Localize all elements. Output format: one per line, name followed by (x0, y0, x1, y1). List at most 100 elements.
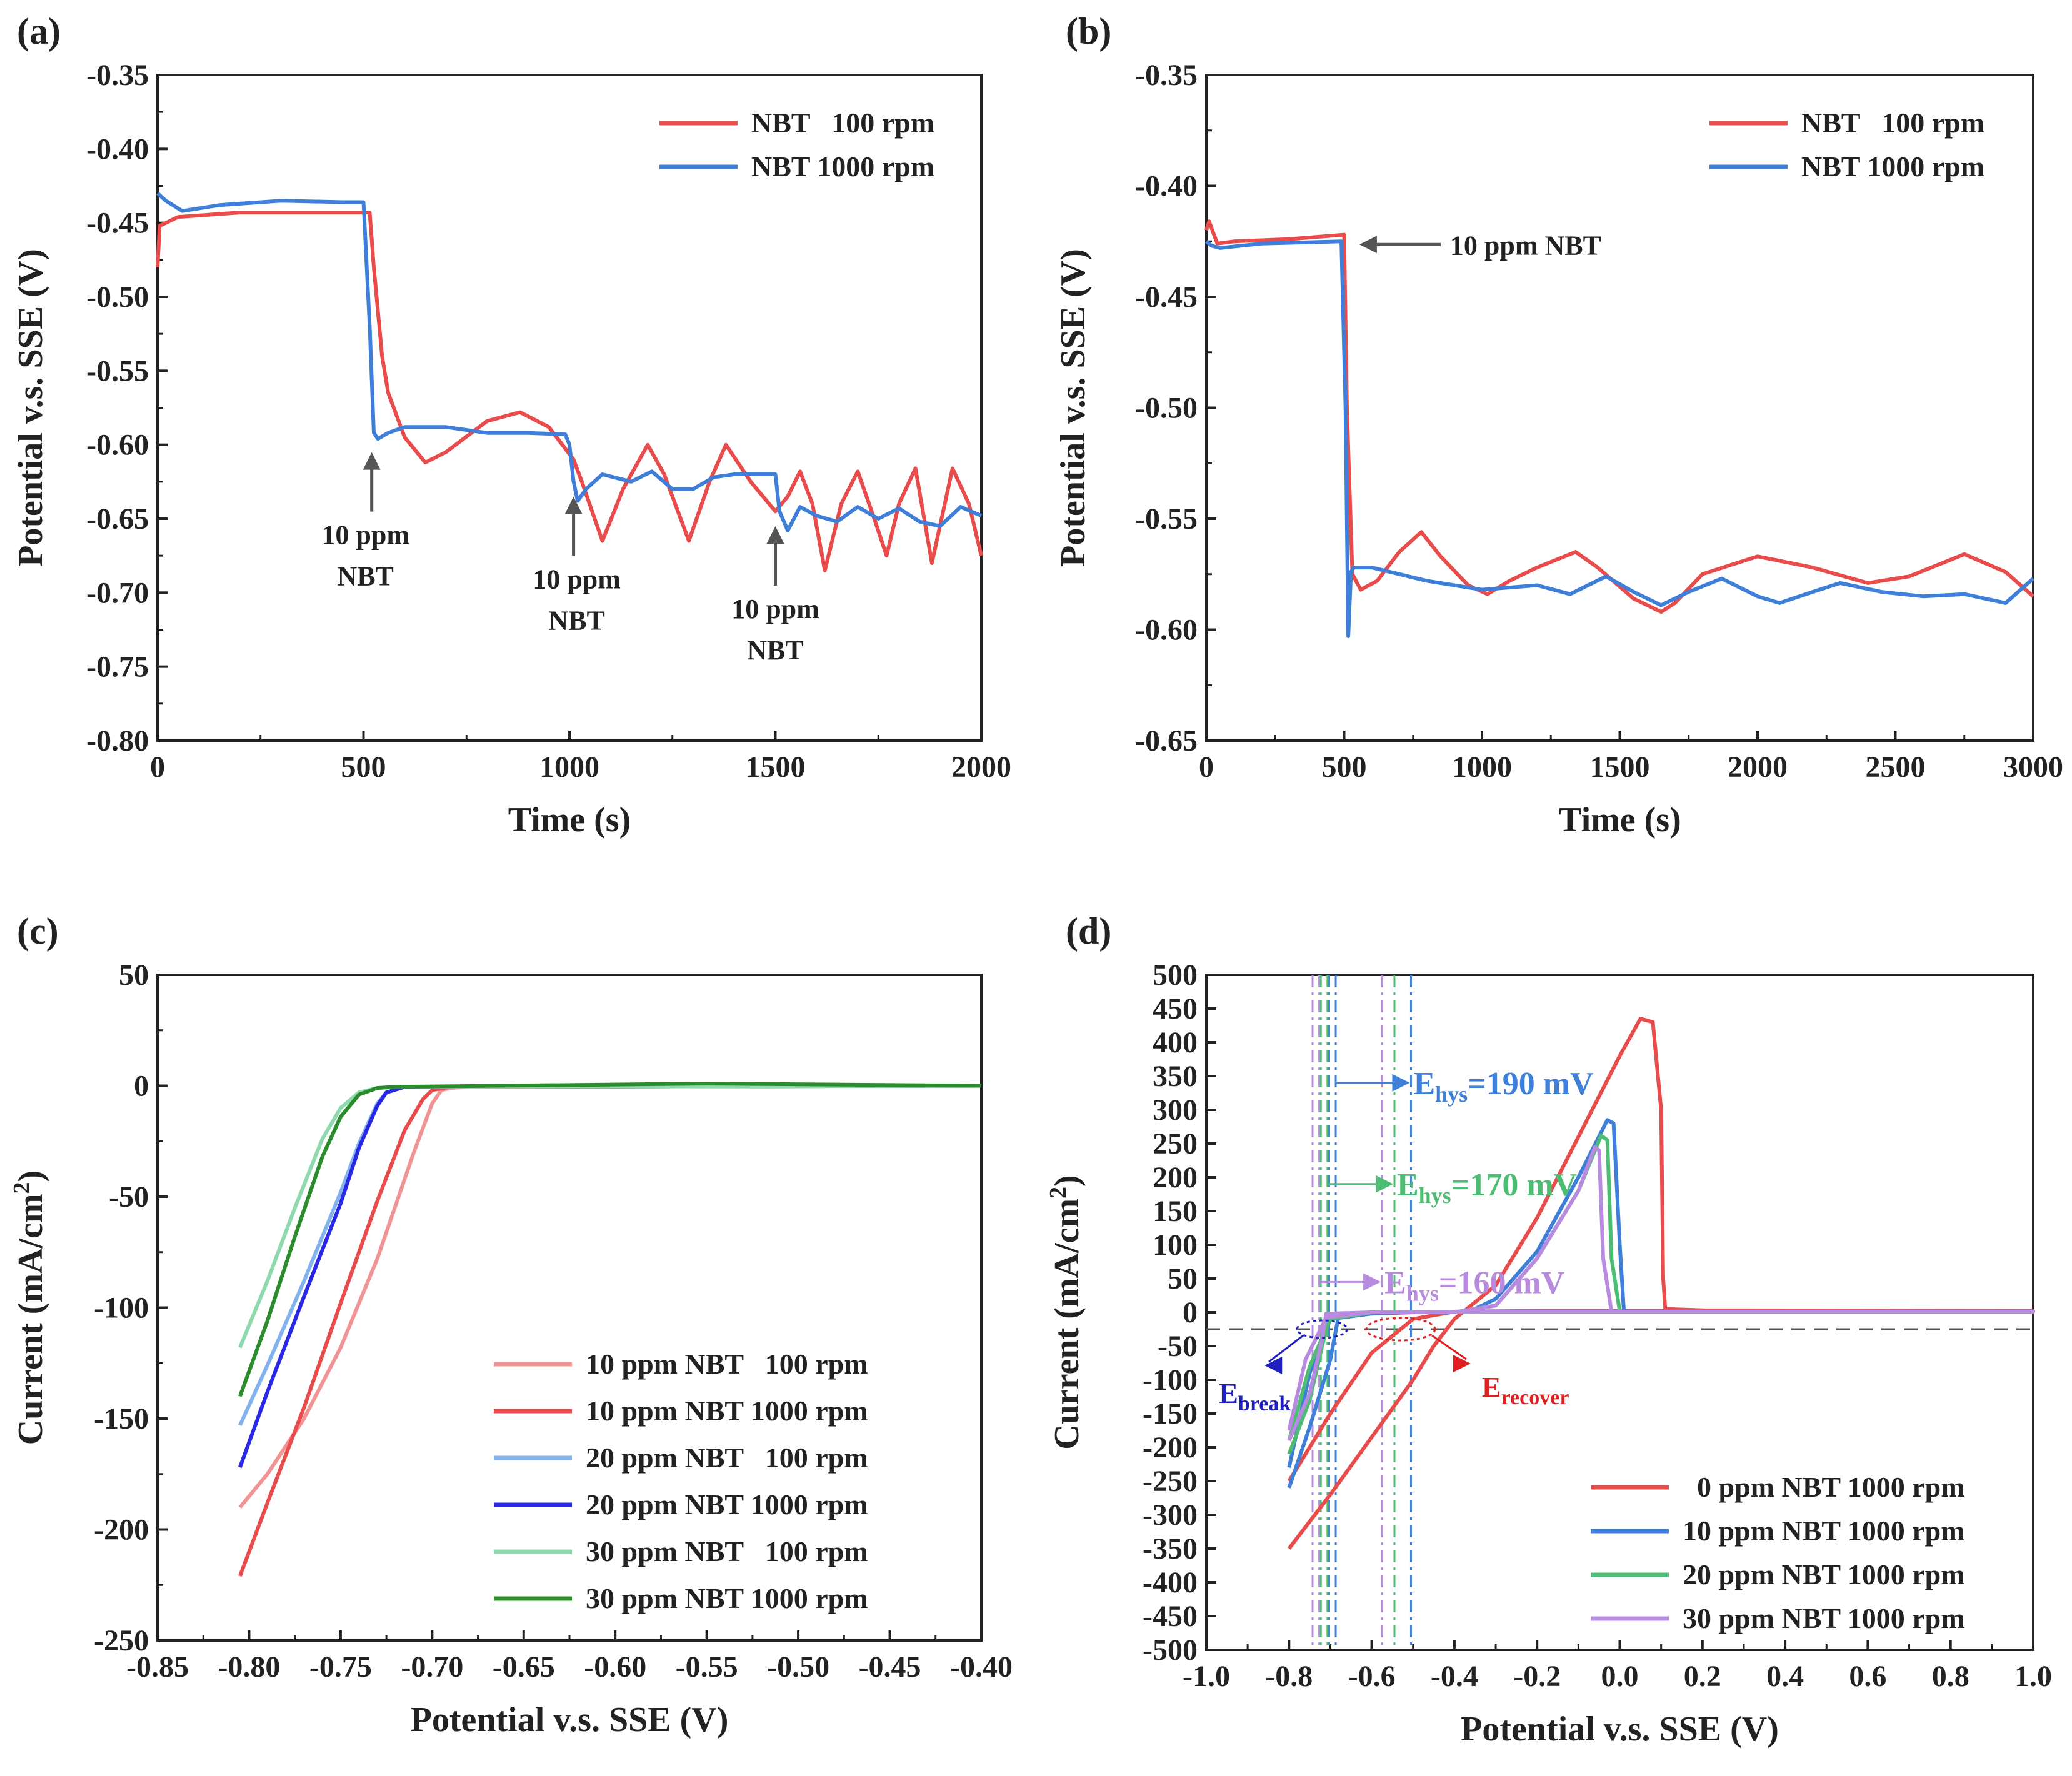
x-tick-label: 3000 (2003, 751, 2063, 784)
y-tick-label: 100 (1153, 1229, 1198, 1262)
legend-label: 30 ppm NBT 1000 rpm (1683, 1602, 1965, 1634)
y-tick-label: -0.45 (1135, 281, 1198, 314)
panel-label: (d) (1066, 910, 1111, 952)
y-tick-label: -0.55 (1135, 502, 1198, 536)
y-tick-label: -150 (1143, 1397, 1198, 1430)
y-tick-label: -150 (94, 1402, 149, 1435)
y-tick-label: 400 (1153, 1026, 1198, 1059)
y-tick-label: -0.50 (86, 281, 149, 314)
panel-label: (a) (17, 11, 61, 52)
x-tick-label: 2500 (1866, 751, 1926, 784)
y-tick-label: -450 (1143, 1600, 1198, 1633)
x-tick-label: -0.50 (767, 1650, 829, 1684)
x-tick-label: 1500 (1590, 751, 1650, 784)
legend-label: NBT 1000 rpm (751, 151, 934, 182)
annotation-text: NBT (548, 606, 604, 636)
y-tick-label: -0.55 (86, 354, 149, 387)
y-axis-label: Current (mA/cm2) (1045, 1175, 1086, 1449)
x-tick-label: -0.40 (950, 1650, 1013, 1684)
y-tick-label: -0.80 (86, 724, 149, 757)
x-tick-label: 0 (150, 751, 165, 784)
y-tick-label: -100 (94, 1292, 149, 1325)
y-tick-label: -200 (94, 1514, 149, 1547)
erecover-ellipse (1365, 1317, 1436, 1342)
x-tick-label: -0.80 (218, 1650, 280, 1684)
y-tick-label: -0.40 (1135, 170, 1198, 203)
legend-label: NBT 100 rpm (751, 107, 934, 139)
x-tick-label: 1000 (539, 751, 599, 784)
x-tick-label: 0 (1199, 751, 1214, 784)
x-tick-label: -0.6 (1348, 1660, 1396, 1693)
annotation-text: 10 ppm (533, 564, 621, 595)
series-line (156, 192, 983, 532)
x-axis-label: Time (s) (508, 801, 631, 839)
y-tick-label: 150 (1153, 1195, 1198, 1228)
y-tick-label: -0.70 (86, 576, 149, 609)
y-tick-label: -0.35 (1135, 59, 1198, 92)
y-tick-label: -0.60 (1135, 614, 1198, 647)
x-tick-label: -0.85 (126, 1650, 189, 1684)
y-tick-label: -0.40 (86, 132, 149, 166)
x-tick-label: 2000 (951, 751, 1011, 784)
y-tick-label: -0.65 (1135, 724, 1198, 757)
legend-label: 10 ppm NBT 1000 rpm (1683, 1515, 1965, 1547)
y-tick-label: 350 (1153, 1060, 1198, 1093)
x-tick-label: 0.6 (1849, 1660, 1886, 1693)
x-tick-label: 0.0 (1601, 1660, 1639, 1693)
y-tick-label: -100 (1143, 1364, 1198, 1397)
y-tick-label: 450 (1153, 992, 1198, 1025)
series-line (1205, 239, 2034, 639)
x-tick-label: -0.55 (676, 1650, 738, 1684)
arrow-head (766, 526, 784, 544)
x-tick-label: -0.75 (309, 1650, 372, 1684)
y-tick-label: 500 (1153, 959, 1198, 992)
y-tick-label: 200 (1153, 1161, 1198, 1194)
y-tick-label: 300 (1153, 1094, 1198, 1127)
x-tick-label: -0.8 (1265, 1660, 1313, 1693)
y-tick-label: -0.50 (1135, 392, 1198, 425)
annotation-text: NBT (337, 561, 393, 592)
x-tick-label: -0.2 (1513, 1660, 1561, 1693)
panel-label: (c) (17, 910, 59, 952)
legend-label: 30 ppm NBT 100 rpm (586, 1535, 868, 1567)
x-tick-label: 1000 (1452, 751, 1512, 784)
y-tick-label: -200 (1143, 1431, 1198, 1464)
y-tick-label: 0 (134, 1070, 149, 1103)
annotation-text: 10 ppm (321, 520, 409, 551)
y-axis-label: Potential v.s. SSE (V) (11, 249, 50, 567)
x-tick-label: 0.4 (1766, 1660, 1804, 1693)
y-tick-label: -500 (1143, 1634, 1198, 1667)
y-tick-label: -0.75 (86, 651, 149, 684)
x-tick-label: 1500 (746, 751, 806, 784)
legend-label: 0 ppm NBT 1000 rpm (1683, 1471, 1965, 1503)
y-tick-label: -50 (109, 1180, 149, 1214)
x-tick-label: 2000 (1728, 751, 1788, 784)
x-tick-label: -0.70 (401, 1650, 463, 1684)
hysteresis-arrow-head (1392, 1074, 1410, 1092)
series-line (1287, 1145, 2035, 1442)
y-tick-label: -250 (1143, 1465, 1198, 1498)
y-tick-label: -50 (1158, 1330, 1198, 1363)
x-tick-label: 1.0 (2014, 1660, 2052, 1693)
y-tick-label: 250 (1153, 1127, 1198, 1160)
erecover-arrow-head (1453, 1355, 1471, 1372)
x-axis-label: Potential v.s. SSE (V) (411, 1700, 729, 1739)
y-tick-label: -0.65 (86, 502, 149, 536)
legend-label: NBT 100 rpm (1801, 107, 1984, 139)
legend-label: NBT 1000 rpm (1801, 151, 1984, 182)
legend-label: 30 ppm NBT 1000 rpm (586, 1582, 868, 1614)
x-tick-label: -0.60 (584, 1650, 646, 1684)
panel-d: -1.0 -0.8 -0.6 -0.4 -0.2 0.0 0.2 0.4 0.6 0.8 1.0 50… (1045, 910, 2052, 1749)
ebreak-arrow-head (1264, 1357, 1283, 1374)
panel-c: -0.85 -0.80 -0.75 -0.70 -0.65 -0.60 -0.55 -0.50… (9, 910, 1013, 1739)
ebreak-label: Ebreak (1219, 1377, 1291, 1415)
legend-label: 20 ppm NBT 100 rpm (586, 1442, 868, 1474)
hysteresis-label: Ehys=190 mV (1413, 1066, 1593, 1107)
y-tick-label: -350 (1143, 1532, 1198, 1565)
hysteresis-arrow-head (1363, 1273, 1381, 1291)
y-tick-label: 50 (119, 959, 149, 992)
x-tick-label: 500 (341, 751, 386, 784)
series-line (238, 1082, 982, 1397)
x-tick-label: -0.65 (493, 1650, 555, 1684)
y-tick-label: -300 (1143, 1499, 1198, 1532)
